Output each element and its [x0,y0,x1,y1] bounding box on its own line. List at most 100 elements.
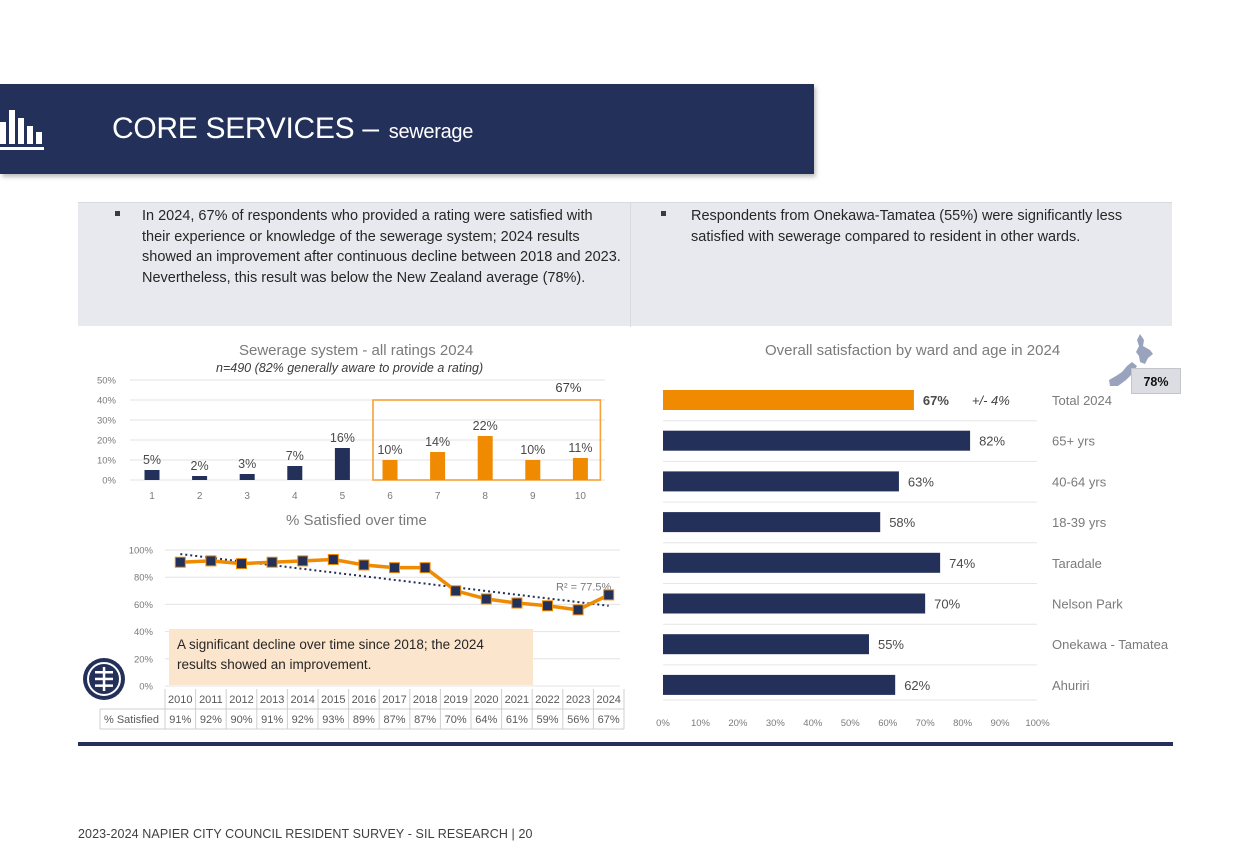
satisfaction-point [542,600,553,612]
x-tick-label: 20% [728,718,748,729]
table-value-cell: 64% [475,714,497,726]
year-tick-label: 2023 [566,694,590,706]
ward-bar [663,674,896,695]
ward-chart-title: Overall satisfaction by ward and age in … [765,342,1061,359]
r-squared-label: R² = 77.5% [556,582,612,594]
y-tick-label: 0% [102,476,116,487]
category-label: Onekawa - Tamatea [1052,637,1169,652]
satisfaction-point [389,562,400,574]
bar-value-label: 58% [889,515,915,530]
trend-callout: A significant decline over time since 20… [169,629,533,685]
page-title-sub: sewerage [388,121,474,143]
table-value-cell: 92% [292,714,314,726]
table-value-cell: 56% [567,714,589,726]
ward-bar [663,552,941,573]
table-value-cell: 91% [169,714,191,726]
year-tick-label: 2012 [229,694,253,706]
year-tick-label: 2018 [413,694,437,706]
category-label: 18-39 yrs [1052,515,1107,530]
year-tick-label: 2011 [199,694,223,706]
bar-value-label: 70% [934,597,960,612]
summary-right: Respondents from Onekawa-Tamatea (55%) w… [630,203,1170,327]
table-value-cell: 87% [414,714,436,726]
x-tick-label: 60% [878,718,898,729]
category-label: Total 2024 [1052,393,1112,408]
x-tick-label: 2 [197,491,203,502]
x-tick-label: 9 [530,491,536,502]
bar-value-label: 67% [923,393,949,408]
table-value-cell: 87% [383,714,405,726]
y-tick-label: 80% [134,573,154,584]
x-tick-label: 7 [435,491,441,502]
satisfaction-point [572,604,584,616]
x-tick-label: 1 [149,491,155,502]
year-tick-label: 2019 [443,694,467,706]
ward-bar [663,471,899,492]
bar-value-label: 63% [908,474,934,489]
y-tick-label: 60% [134,600,154,611]
bottom-rule [78,742,1173,746]
y-tick-label: 40% [134,627,154,638]
ward-bar [663,430,971,451]
year-tick-label: 2015 [321,694,345,706]
category-label: Ahuriri [1052,678,1090,693]
satisfaction-point [266,556,278,568]
bar-value-label: 14% [425,435,450,449]
rating-bar [287,466,303,480]
x-tick-label: 6 [387,491,393,502]
x-tick-label: 4 [292,491,298,502]
bar-value-label: 5% [143,453,161,467]
rating-bar [382,460,398,480]
table-value-cell: 93% [322,714,344,726]
ratings-bar-chart: 0% 10% 20% 30% 40% 50% 67% 5% 1 2% 2 3% 3 7% 4 16% 5 10% 6… [97,376,605,502]
table-value-cell: 91% [261,714,283,726]
x-tick-label: 10% [691,718,711,729]
table-value-cell: 61% [506,714,528,726]
category-label: 40-64 yrs [1052,474,1107,489]
year-tick-label: 2021 [505,694,529,706]
table-value-cell: 92% [200,714,222,726]
summary-right-text: Respondents from Onekawa-Tamatea (55%) w… [691,208,1123,245]
page-title: CORE SERVICES – sewerage [112,112,473,146]
category-label: Taradale [1052,556,1102,571]
section-header: CORE SERVICES – sewerage [0,84,814,174]
table-value-cell: 90% [230,714,252,726]
x-tick-label: 90% [991,718,1011,729]
table-row-label: % Satisfied [104,714,159,726]
satisfaction-point [450,585,462,597]
year-tick-label: 2014 [290,694,314,706]
ratings-chart-title: Sewerage system - all ratings 2024 [239,342,474,359]
satisfaction-point [236,558,247,570]
satisfaction-point [205,555,217,567]
x-tick-label: 0% [656,718,670,729]
category-label: 65+ yrs [1052,434,1095,449]
bar-value-label: 10% [377,443,402,457]
year-tick-label: 2013 [260,694,284,706]
summary-left-text: In 2024, 67% of respondents who provided… [142,208,621,286]
satisfaction-point [603,589,615,601]
rating-bar [144,470,160,480]
table-value-cell: 89% [353,714,375,726]
year-tick-label: 2024 [596,694,620,706]
promoter-total-label: 67% [555,380,581,395]
ward-bar [663,634,869,655]
table-value-cell: 59% [536,714,558,726]
rating-bar [525,460,541,480]
bar-value-label: 74% [949,556,975,571]
x-tick-label: 3 [244,491,250,502]
category-label: Nelson Park [1052,597,1123,612]
x-tick-label: 100% [1025,718,1050,729]
y-tick-label: 0% [139,682,153,693]
x-tick-label: 30% [766,718,786,729]
nz-average-badge: 78% [1131,368,1181,394]
y-tick-label: 40% [97,396,117,407]
trend-chart-title: % Satisfied over time [286,512,427,529]
x-tick-label: 70% [916,718,936,729]
y-tick-label: 100% [129,546,154,557]
page-footer: 2023-2024 NAPIER CITY COUNCIL RESIDENT S… [78,827,533,841]
rating-bar [477,436,493,480]
rating-bar [192,476,208,480]
table-value-cell: 67% [598,714,620,726]
ratings-chart-subtitle: n=490 (82% generally aware to provide a … [216,361,484,375]
ward-bar [663,512,881,533]
